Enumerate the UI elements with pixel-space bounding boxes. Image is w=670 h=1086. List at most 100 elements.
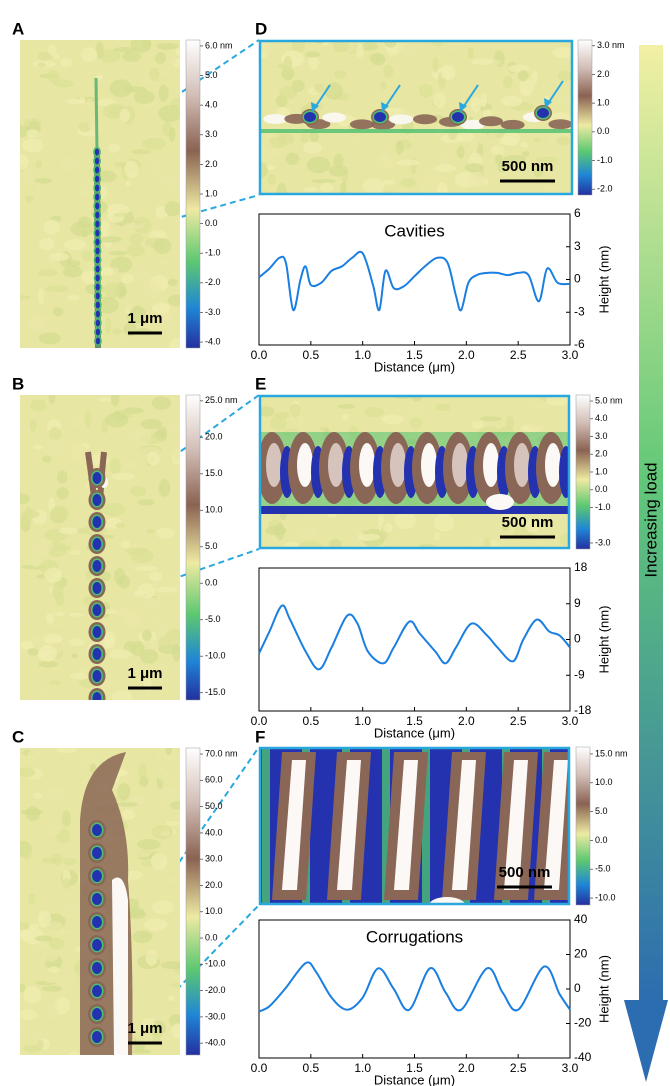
texture [142, 639, 156, 648]
texture [69, 1051, 80, 1055]
texture [78, 216, 92, 229]
texture [129, 233, 144, 246]
texture [99, 236, 122, 243]
colorbar [185, 394, 201, 701]
texture [151, 302, 171, 314]
scale-bar-label: 1 μm [127, 1020, 162, 1037]
texture [35, 182, 42, 200]
rim [262, 747, 270, 905]
texture [20, 493, 30, 505]
texture [117, 575, 131, 589]
texture [71, 446, 91, 465]
x-tick-label: 1.0 [354, 348, 371, 362]
bead [95, 283, 100, 291]
texture [169, 572, 180, 589]
image-border [258, 746, 571, 906]
colorbar-tick-label: -30.0 [205, 1011, 226, 1021]
texture [557, 70, 573, 82]
ridge [349, 119, 374, 130]
bead [94, 175, 100, 183]
y-tick-label: 6 [574, 206, 581, 220]
texture [159, 786, 178, 803]
texture [28, 923, 39, 930]
texture [122, 613, 144, 628]
texture [30, 399, 47, 412]
bead [94, 157, 100, 165]
bead [92, 604, 102, 616]
texture [34, 935, 53, 942]
colorbar-tick-label: 4.0 [205, 100, 218, 110]
texture [158, 479, 171, 497]
colorbar-tick-label: 15.0 nm [595, 748, 628, 758]
texture [171, 643, 180, 662]
arrowhead [381, 102, 389, 112]
texture [27, 748, 42, 761]
peak [486, 494, 514, 510]
texture [113, 212, 128, 217]
texture [156, 43, 179, 50]
texture [324, 82, 343, 100]
texture [139, 776, 149, 787]
texture [123, 222, 145, 230]
texture [436, 182, 448, 195]
texture [150, 1015, 172, 1022]
x-tick-label: 1.5 [406, 1061, 423, 1075]
texture [141, 629, 152, 642]
texture [44, 567, 63, 583]
texture [314, 83, 325, 93]
colorbar-tick-label: -4.0 [205, 336, 221, 346]
texture [433, 513, 455, 532]
texture [132, 930, 152, 944]
texture [37, 910, 52, 928]
texture [138, 763, 147, 780]
colorbar-tick-label: 70.0 nm [205, 748, 238, 758]
texture [168, 995, 175, 1002]
colorbar-tick-label: -10.0 [205, 959, 226, 969]
texture [131, 892, 138, 900]
texture [467, 171, 486, 188]
texture [160, 173, 180, 192]
x-tick-label: 0.5 [302, 714, 319, 728]
texture [259, 40, 275, 54]
texture [97, 397, 114, 402]
texture [41, 455, 52, 463]
texture [45, 285, 69, 292]
texture [491, 145, 505, 156]
texture [45, 1006, 60, 1020]
texture [270, 415, 287, 431]
image-border [258, 394, 571, 550]
texture [48, 427, 62, 441]
bead [537, 108, 549, 118]
texture [170, 982, 180, 988]
texture [38, 490, 45, 498]
texture [349, 136, 360, 146]
texture [131, 149, 150, 155]
texture [95, 41, 104, 59]
texture [51, 853, 63, 866]
colorbar-tick-label: 10.0 [205, 906, 223, 916]
texture [69, 638, 85, 647]
bead [92, 939, 102, 951]
peak [504, 760, 528, 890]
texture [20, 615, 27, 622]
texture [145, 597, 164, 611]
texture [124, 86, 147, 93]
load-label: Increasing load [641, 462, 660, 577]
texture [168, 127, 176, 142]
texture [306, 156, 331, 174]
texture [279, 86, 297, 99]
texture [285, 152, 300, 166]
colorbar-tick-label: 40.0 [205, 827, 223, 837]
texture [20, 1009, 37, 1021]
pit [559, 446, 570, 498]
texture [123, 407, 144, 414]
texture [20, 1020, 27, 1037]
texture [113, 47, 137, 53]
afm-image [259, 40, 573, 195]
texture [100, 49, 121, 64]
bead [304, 112, 316, 122]
bead [92, 670, 102, 682]
texture [158, 105, 180, 123]
texture [122, 51, 141, 62]
texture [141, 281, 162, 300]
